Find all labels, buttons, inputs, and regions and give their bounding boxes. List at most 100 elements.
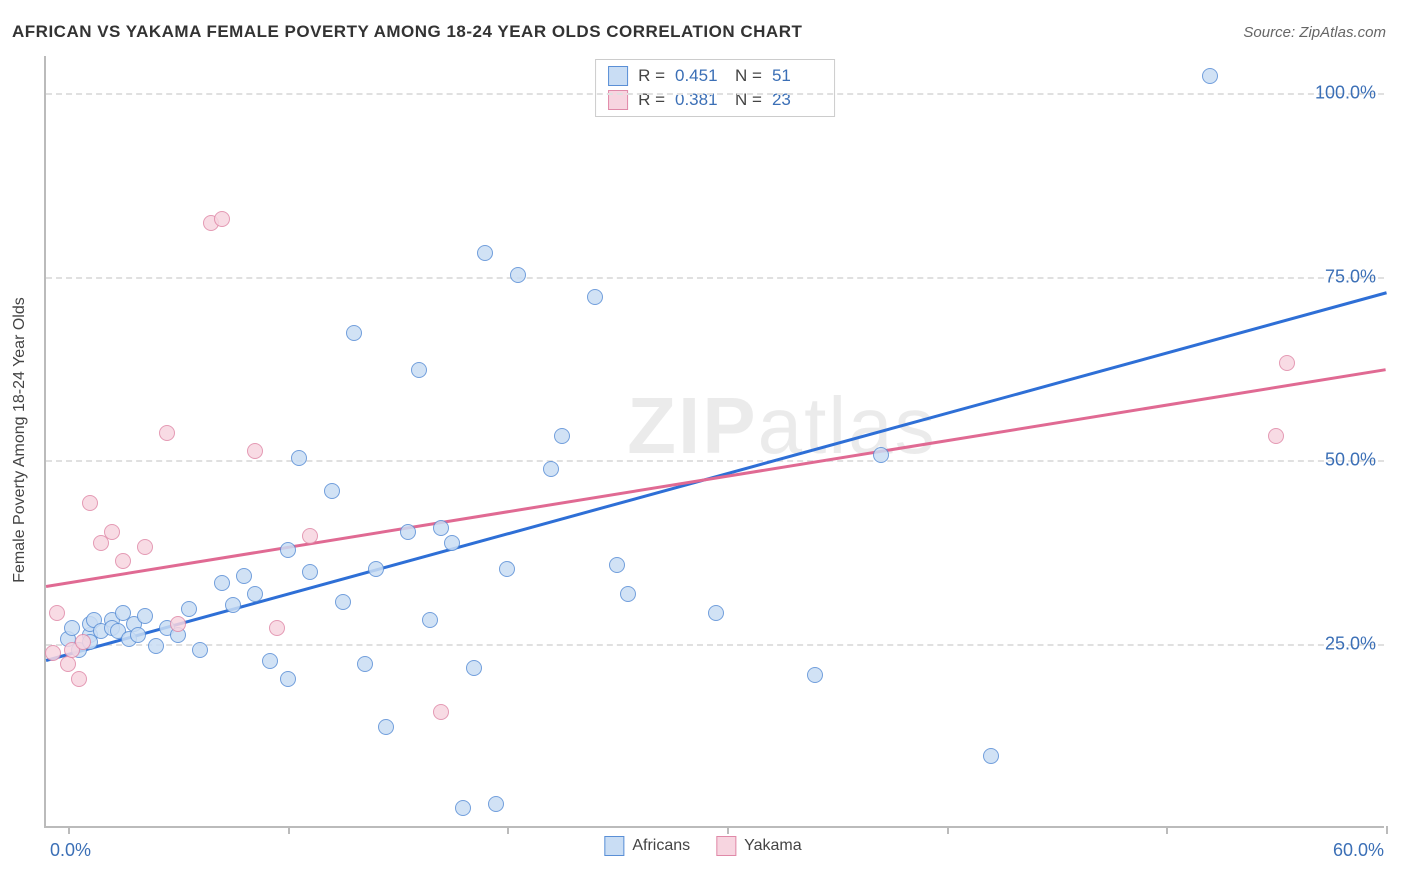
data-point-africans bbox=[466, 660, 482, 676]
data-point-africans bbox=[368, 561, 384, 577]
swatch-africans bbox=[604, 836, 624, 856]
data-point-africans bbox=[477, 245, 493, 261]
data-point-yakama bbox=[302, 528, 318, 544]
data-point-africans bbox=[214, 575, 230, 591]
data-point-africans bbox=[587, 289, 603, 305]
data-point-africans bbox=[335, 594, 351, 610]
data-point-africans bbox=[357, 656, 373, 672]
plot-area: ZIPatlas R = 0.451 N = 51 R = 0.381 N = … bbox=[44, 56, 1384, 828]
data-point-africans bbox=[488, 796, 504, 812]
data-point-africans bbox=[873, 447, 889, 463]
x-tick bbox=[1166, 826, 1168, 834]
data-point-africans bbox=[64, 620, 80, 636]
data-point-africans bbox=[148, 638, 164, 654]
gridline bbox=[46, 93, 1384, 95]
data-point-africans bbox=[181, 601, 197, 617]
data-point-yakama bbox=[82, 495, 98, 511]
x-axis-min-label: 0.0% bbox=[50, 840, 91, 861]
y-axis-title: Female Poverty Among 18-24 Year Olds bbox=[11, 297, 29, 583]
data-point-yakama bbox=[269, 620, 285, 636]
source-attribution: Source: ZipAtlas.com bbox=[1243, 24, 1386, 41]
data-point-africans bbox=[225, 597, 241, 613]
gridline bbox=[46, 277, 1384, 279]
x-tick bbox=[507, 826, 509, 834]
data-point-yakama bbox=[104, 524, 120, 540]
data-point-africans bbox=[137, 608, 153, 624]
data-point-africans bbox=[499, 561, 515, 577]
data-point-africans bbox=[400, 524, 416, 540]
data-point-yakama bbox=[214, 211, 230, 227]
y-tick-label: 100.0% bbox=[1315, 82, 1376, 103]
x-tick bbox=[288, 826, 290, 834]
data-point-africans bbox=[236, 568, 252, 584]
data-point-africans bbox=[324, 483, 340, 499]
legend-item-yakama: Yakama bbox=[716, 836, 802, 856]
data-point-africans bbox=[302, 564, 318, 580]
data-point-africans bbox=[554, 428, 570, 444]
data-point-africans bbox=[192, 642, 208, 658]
source-prefix: Source: bbox=[1243, 24, 1299, 41]
legend-label-yakama: Yakama bbox=[744, 837, 802, 855]
data-point-yakama bbox=[137, 539, 153, 555]
x-tick bbox=[68, 826, 70, 834]
trendline-yakama bbox=[46, 368, 1386, 587]
data-point-africans bbox=[422, 612, 438, 628]
source-name: ZipAtlas.com bbox=[1299, 24, 1386, 41]
data-point-yakama bbox=[1279, 355, 1295, 371]
data-point-africans bbox=[411, 362, 427, 378]
data-point-yakama bbox=[115, 553, 131, 569]
chart-header: AFRICAN VS YAKAMA FEMALE POVERTY AMONG 1… bbox=[12, 22, 1386, 42]
gridline bbox=[46, 460, 1384, 462]
data-point-africans bbox=[291, 450, 307, 466]
data-point-africans bbox=[346, 325, 362, 341]
x-tick bbox=[947, 826, 949, 834]
data-point-africans bbox=[609, 557, 625, 573]
data-point-africans bbox=[130, 627, 146, 643]
n-label: N = bbox=[735, 66, 762, 86]
data-point-yakama bbox=[159, 425, 175, 441]
stats-legend-box: R = 0.451 N = 51 R = 0.381 N = 23 bbox=[595, 59, 835, 117]
swatch-yakama bbox=[716, 836, 736, 856]
swatch-africans bbox=[608, 66, 628, 86]
watermark-part1: ZIP bbox=[627, 381, 757, 470]
n-value-africans: 51 bbox=[772, 66, 822, 86]
data-point-africans bbox=[708, 605, 724, 621]
chart-title: AFRICAN VS YAKAMA FEMALE POVERTY AMONG 1… bbox=[12, 22, 802, 42]
legend-label-africans: Africans bbox=[632, 837, 690, 855]
gridline bbox=[46, 644, 1384, 646]
stats-row-yakama: R = 0.381 N = 23 bbox=[608, 88, 822, 112]
x-tick bbox=[727, 826, 729, 834]
y-tick-label: 25.0% bbox=[1325, 634, 1376, 655]
bottom-legend: Africans Yakama bbox=[604, 836, 801, 856]
data-point-africans bbox=[280, 671, 296, 687]
data-point-yakama bbox=[247, 443, 263, 459]
data-point-yakama bbox=[71, 671, 87, 687]
r-value-africans: 0.451 bbox=[675, 66, 725, 86]
data-point-africans bbox=[262, 653, 278, 669]
data-point-africans bbox=[433, 520, 449, 536]
data-point-africans bbox=[620, 586, 636, 602]
x-axis-max-label: 60.0% bbox=[1333, 840, 1384, 861]
data-point-yakama bbox=[433, 704, 449, 720]
x-tick bbox=[1386, 826, 1388, 834]
data-point-yakama bbox=[170, 616, 186, 632]
data-point-africans bbox=[807, 667, 823, 683]
data-point-yakama bbox=[49, 605, 65, 621]
data-point-africans bbox=[983, 748, 999, 764]
y-tick-label: 75.0% bbox=[1325, 266, 1376, 287]
data-point-africans bbox=[247, 586, 263, 602]
data-point-africans bbox=[1202, 68, 1218, 84]
data-point-africans bbox=[378, 719, 394, 735]
data-point-yakama bbox=[45, 645, 61, 661]
y-tick-label: 50.0% bbox=[1325, 450, 1376, 471]
data-point-africans bbox=[510, 267, 526, 283]
data-point-yakama bbox=[75, 634, 91, 650]
data-point-africans bbox=[455, 800, 471, 816]
r-label: R = bbox=[638, 66, 665, 86]
data-point-yakama bbox=[60, 656, 76, 672]
data-point-africans bbox=[543, 461, 559, 477]
legend-item-africans: Africans bbox=[604, 836, 690, 856]
data-point-yakama bbox=[1268, 428, 1284, 444]
data-point-africans bbox=[444, 535, 460, 551]
data-point-africans bbox=[280, 542, 296, 558]
